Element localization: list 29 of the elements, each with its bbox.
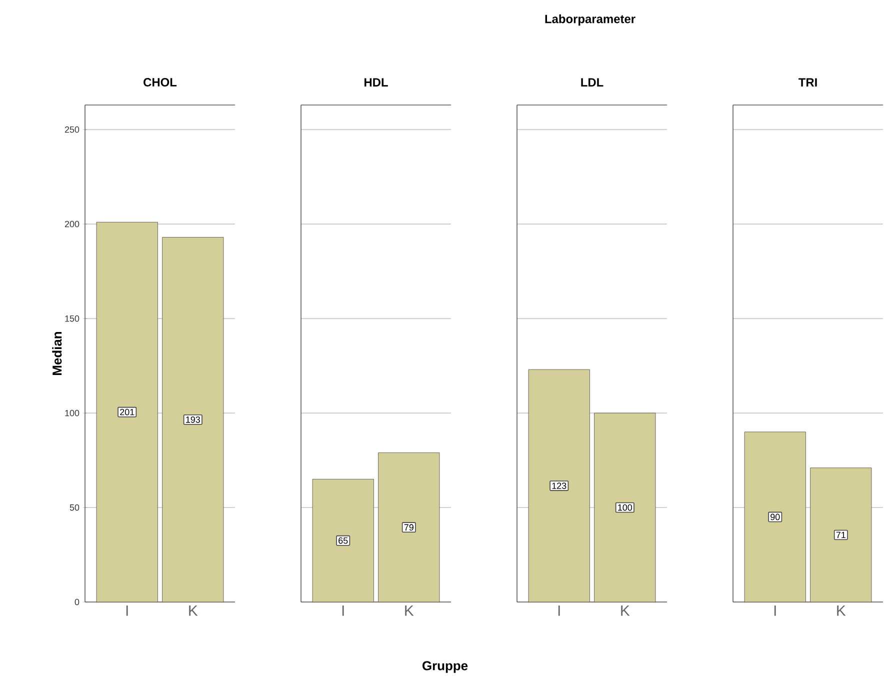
y-tick-label: 100	[65, 410, 80, 416]
data-label: 123	[552, 482, 566, 489]
chart-title: TRI	[798, 78, 817, 86]
text: Laborparameter	[545, 14, 636, 26]
x-tick-label: K	[189, 606, 198, 616]
x-tick-label: K	[405, 606, 414, 616]
data-label: 65	[338, 537, 348, 544]
chart-title: HDL	[364, 78, 388, 86]
x-tick-label: K	[837, 606, 846, 616]
data-label: 201	[120, 408, 134, 416]
data-label: 193	[186, 416, 200, 423]
chart-title: LDL	[581, 78, 604, 86]
data-label: 71	[836, 532, 846, 538]
y-tick-label: 150	[65, 315, 80, 322]
x-tick-label: I	[558, 606, 560, 616]
y-tick-label: 50	[70, 504, 80, 511]
y-axis-title: Median	[52, 332, 62, 375]
y-tick-label: 0	[74, 598, 80, 606]
x-axis-title: Gruppe	[422, 661, 468, 673]
data-label: 79	[404, 524, 414, 531]
x-tick-label: K	[621, 606, 630, 616]
data-label: 100	[618, 504, 632, 511]
chart-title: CHOL	[144, 78, 177, 86]
x-tick-label: I	[774, 606, 776, 616]
data-label: 90	[770, 514, 780, 520]
x-tick-label: I	[342, 606, 344, 616]
y-tick-label: 200	[64, 220, 80, 228]
x-tick-label: I	[126, 606, 128, 616]
y-tick-label: 250	[64, 126, 80, 133]
